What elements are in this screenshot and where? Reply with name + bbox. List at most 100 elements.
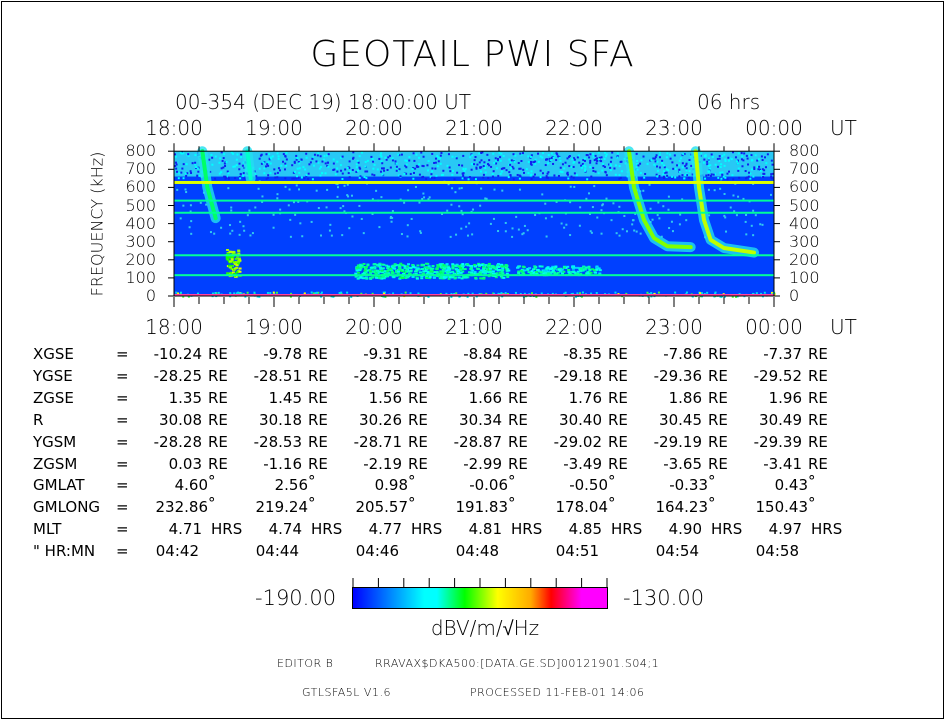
noise-speckle	[541, 172, 544, 175]
cell-value: 4.90	[668, 520, 702, 539]
noise-speckle	[690, 164, 693, 167]
noise-speckle	[566, 172, 569, 175]
noise-speckle	[465, 225, 468, 228]
noise-speckle	[525, 168, 528, 171]
noise-speckle	[598, 158, 601, 161]
low-frequency-noise	[290, 292, 293, 295]
noise-speckle	[405, 159, 408, 162]
noise-speckle	[656, 160, 659, 163]
emission-patch-pixel	[443, 267, 447, 270]
noise-speckle	[756, 159, 759, 162]
low-frequency-noise	[182, 295, 185, 298]
cell-value: 150.43	[755, 498, 809, 517]
noise-speckle	[220, 226, 223, 229]
noise-speckle	[344, 168, 347, 171]
noise-speckle	[499, 159, 502, 162]
cell-value: -1.16	[263, 454, 302, 473]
noise-speckle	[770, 159, 773, 162]
emission-patch-pixel	[447, 269, 451, 272]
noise-speckle	[571, 158, 574, 161]
emission-patch-pixel	[356, 277, 360, 280]
low-frequency-noise	[485, 292, 488, 295]
noise-speckle	[400, 233, 403, 236]
emission-patch-pixel	[428, 277, 432, 280]
noise-speckle	[190, 220, 193, 223]
emission-patch-pixel	[582, 265, 586, 268]
interference-line	[174, 211, 774, 214]
emission-patch-pixel	[501, 272, 505, 275]
noise-speckle	[357, 161, 360, 164]
noise-speckle	[274, 172, 277, 175]
noise-speckle	[600, 232, 603, 235]
noise-speckle	[271, 155, 274, 158]
low-frequency-noise	[514, 291, 517, 294]
emission-patch-pixel	[534, 271, 538, 274]
noise-speckle	[614, 173, 617, 176]
noise-speckle	[269, 172, 272, 175]
emission-patch-pixel	[424, 262, 428, 265]
interference-line	[174, 199, 774, 202]
emission-patch-pixel	[448, 271, 452, 274]
emission-patch-pixel	[473, 263, 477, 266]
noise-speckle	[417, 165, 420, 168]
noise-speckle	[462, 154, 465, 157]
emission-patch-pixel	[471, 269, 475, 272]
emission-patch-pixel	[395, 271, 399, 274]
emission-patch-pixel	[229, 271, 233, 274]
emission-patch-pixel	[392, 276, 396, 279]
noise-speckle	[515, 215, 518, 218]
emission-patch-pixel	[454, 268, 458, 271]
noise-speckle	[708, 214, 711, 217]
noise-speckle	[559, 166, 562, 169]
emission-patch-pixel	[383, 270, 387, 273]
row-label: ZGSM	[33, 454, 78, 473]
noise-speckle	[294, 213, 297, 216]
low-frequency-noise	[317, 291, 320, 294]
noise-speckle	[399, 175, 402, 178]
noise-speckle	[319, 165, 322, 168]
noise-speckle	[463, 169, 466, 172]
emission-patch-pixel	[462, 276, 466, 279]
noise-speckle	[655, 173, 658, 176]
emission-patch-pixel	[580, 269, 584, 272]
low-frequency-noise	[445, 292, 448, 295]
noise-speckle	[298, 167, 301, 170]
noise-speckle	[287, 204, 290, 207]
noise-speckle	[419, 231, 422, 234]
noise-speckle	[589, 161, 592, 164]
emission-patch-pixel	[373, 269, 377, 272]
noise-speckle	[190, 232, 193, 235]
emission-patch-pixel	[466, 276, 470, 279]
noise-speckle	[479, 204, 482, 207]
low-frequency-noise	[706, 291, 709, 294]
emission-patch-pixel	[545, 273, 549, 276]
noise-speckle	[451, 169, 454, 172]
noise-speckle	[685, 163, 688, 166]
emission-patch-pixel	[504, 263, 508, 266]
noise-speckle	[238, 233, 241, 236]
noise-speckle	[612, 202, 615, 205]
noise-speckle	[394, 160, 397, 163]
noise-speckle	[223, 153, 226, 156]
data-file-path: RRAVAX$DKA500:[DATA.GE.SD]00121901.S04;1	[375, 657, 660, 670]
emission-patch-pixel	[518, 265, 522, 268]
low-frequency-noise	[719, 295, 722, 298]
cell-value: -2.99	[463, 454, 502, 473]
noise-speckle	[198, 174, 201, 177]
cell-unit: RE	[308, 366, 328, 385]
y-tick-label-left: 500	[125, 195, 156, 215]
noise-speckle	[530, 161, 533, 164]
noise-speckle	[174, 153, 177, 156]
noise-speckle	[762, 175, 765, 178]
noise-speckle	[284, 168, 287, 171]
noise-speckle	[496, 159, 499, 162]
noise-speckle	[566, 157, 569, 160]
emission-patch-pixel	[382, 263, 386, 266]
emission-patch-pixel	[461, 263, 465, 266]
noise-speckle	[504, 221, 507, 224]
cell-unit: RE	[708, 366, 728, 385]
y-tick-label-right: 800	[789, 141, 820, 161]
noise-speckle	[410, 217, 413, 220]
cell-value: 191.83	[455, 498, 509, 517]
row-label: GMLAT	[33, 476, 85, 495]
